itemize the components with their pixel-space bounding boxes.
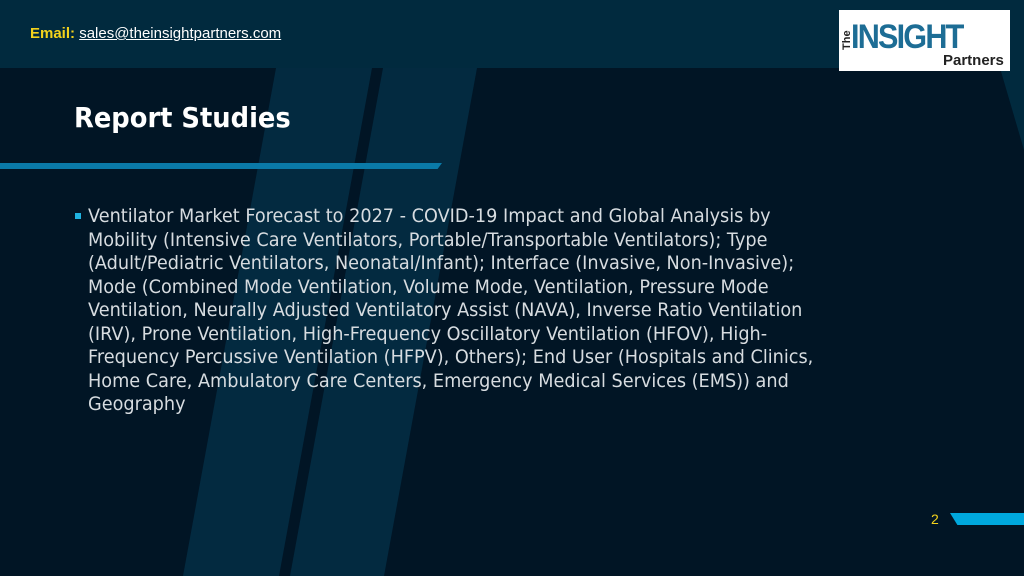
text-line: Mobility (Intensive Care Ventilators, Po… (88, 228, 768, 251)
bullet-icon (75, 213, 81, 219)
title-underline-bar (0, 163, 442, 169)
text-line: (Adult/Pediatric Ventilators, Neonatal/I… (88, 252, 795, 274)
stripe (183, 68, 372, 576)
text-line: Ventilation, Neurally Adjusted Ventilato… (88, 299, 803, 321)
page-title: Report Studies (74, 101, 291, 134)
email-label: Email: (30, 25, 76, 42)
stripe (290, 68, 477, 576)
footer-accent-bar (950, 513, 1024, 525)
report-description: Ventilator Market Forecast to 2027 - COV… (88, 205, 868, 417)
text-line: Geography (88, 393, 186, 415)
text-line: Home Care, Ambulatory Care Centers, Emer… (88, 369, 789, 392)
stripe (1000, 68, 1024, 150)
text-line: (IRV), Prone Ventilation, High-Frequency… (88, 322, 768, 345)
text-line: Frequency Percussive Ventilation (HFPV),… (88, 346, 814, 368)
email-contact: Email: sales@theinsightpartners.com (30, 25, 281, 42)
email-link[interactable]: sales@theinsightpartners.com (79, 25, 282, 42)
page-number: 2 (931, 511, 939, 527)
text-line: Ventilator Market Forecast to 2027 - COV… (88, 205, 771, 227)
text-line: Mode (Combined Mode Ventilation, Volume … (88, 275, 769, 298)
insight-partners-logo: The INSIGHT Partners (839, 10, 1010, 71)
